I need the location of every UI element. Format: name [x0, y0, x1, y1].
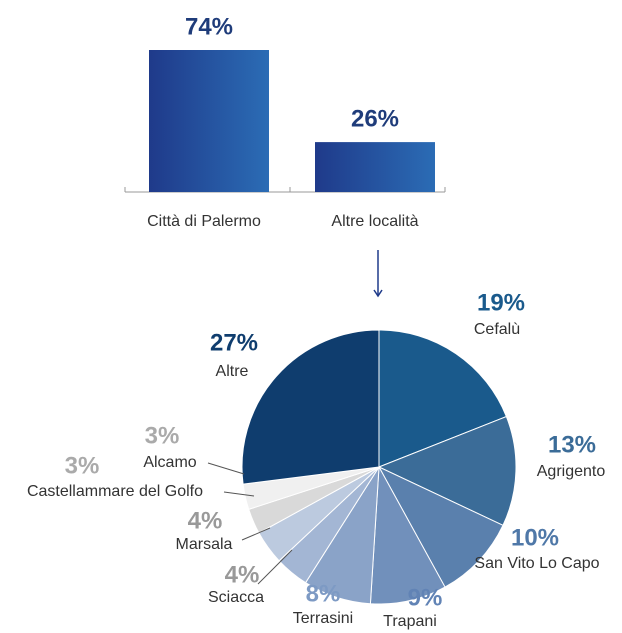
pie-category-label: Sciacca [208, 589, 264, 606]
pie-category-label: Castellammare del Golfo [27, 483, 203, 500]
pie-slice [377, 415, 517, 526]
pie-category-label: Alcamo [143, 454, 196, 471]
pie-category-label: Trapani [383, 613, 437, 630]
pie-value-label: 3% [145, 422, 180, 449]
leader-line [223, 491, 255, 497]
pie-value-label: 4% [188, 507, 223, 534]
bar [315, 142, 435, 192]
pie-value-label: 19% [477, 289, 525, 316]
pie-value-label: 4% [225, 561, 260, 588]
arrow [373, 250, 383, 298]
pie-slice [377, 465, 504, 588]
pie-category-label: San Vito Lo Capo [474, 555, 599, 572]
leader-line [257, 549, 293, 585]
pie-category-label: Marsala [176, 536, 233, 553]
bar-value-label: 26% [351, 105, 399, 132]
pie-value-label: 27% [210, 329, 258, 356]
x-tick-label: Altre località [331, 213, 418, 230]
bar-value-label: 74% [185, 13, 233, 40]
leader-line [241, 527, 271, 541]
x-tick-label: Città di Palermo [147, 213, 261, 230]
pie-slice [378, 329, 508, 468]
pie-value-label: 3% [65, 452, 100, 479]
pie-category-label: Altre [216, 363, 249, 380]
leader-line [207, 462, 245, 475]
pie-value-label: 8% [306, 580, 341, 607]
pie-value-label: 10% [511, 524, 559, 551]
pie-value-label: 9% [408, 584, 443, 611]
pie-category-label: Terrasini [293, 610, 353, 627]
pie-value-label: 13% [548, 431, 596, 458]
pie-slice [241, 329, 380, 485]
pie-category-label: Cefalù [474, 321, 520, 338]
pie-category-label: Agrigento [537, 463, 606, 480]
bar [149, 50, 269, 192]
